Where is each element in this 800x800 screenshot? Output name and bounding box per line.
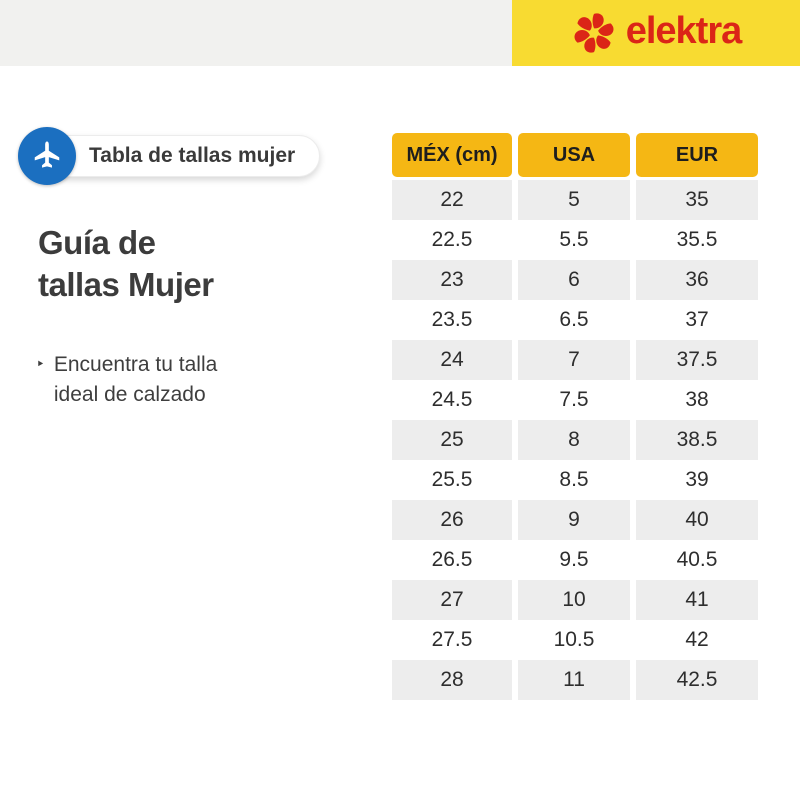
size-guide-badge: Tabla de tallas mujer: [18, 127, 321, 185]
table-cell: 25: [392, 420, 512, 460]
table-cell: 37.5: [636, 340, 758, 380]
header-cell: EUR: [636, 133, 758, 177]
table-cell: 23.5: [392, 300, 512, 340]
table-row: 26 9 40: [392, 500, 758, 540]
table-cell: 25.5: [392, 460, 512, 500]
size-table-body: 22 5 35 22.5 5.5 35.5 23 6 36 23.5 6.5 37 24 7 37.5 24.…: [392, 180, 758, 700]
table-cell: 9.5: [518, 540, 630, 580]
table-cell: 27.5: [392, 620, 512, 660]
table-cell: 6: [518, 260, 630, 300]
table-cell: 8.5: [518, 460, 630, 500]
note-item: ‣ Encuentra tu talla ideal de calzado: [36, 350, 217, 410]
airplane-icon: [34, 141, 60, 168]
table-cell: 6.5: [518, 300, 630, 340]
table-cell: 37: [636, 300, 758, 340]
bullet-arrow-icon: ‣: [36, 356, 45, 373]
table-cell: 7.5: [518, 380, 630, 420]
table-cell: 42.5: [636, 660, 758, 700]
table-row: 26.5 9.5 40.5: [392, 540, 758, 580]
table-cell: 5.5: [518, 220, 630, 260]
table-cell: 23: [392, 260, 512, 300]
size-table: MÉX (cm) USA EUR 22 5 35 22.5 5.5 35.5 23 6 36 23.5…: [392, 133, 758, 700]
table-cell: 7: [518, 340, 630, 380]
table-cell: 39: [636, 460, 758, 500]
table-cell: 40: [636, 500, 758, 540]
topbar: elektra: [0, 0, 800, 66]
size-table-header: MÉX (cm) USA EUR: [392, 133, 758, 177]
table-cell: 35.5: [636, 220, 758, 260]
table-cell: 24: [392, 340, 512, 380]
table-cell: 35: [636, 180, 758, 220]
note-text-line2: ideal de calzado: [53, 383, 206, 406]
table-row: 27 10 41: [392, 580, 758, 620]
topbar-gray-segment: [0, 0, 512, 66]
table-cell: 41: [636, 580, 758, 620]
elektra-swirl-icon: [574, 13, 614, 53]
table-cell: 22.5: [392, 220, 512, 260]
table-row: 24.5 7.5 38: [392, 380, 758, 420]
table-cell: 26.5: [392, 540, 512, 580]
table-cell: 26: [392, 500, 512, 540]
table-row: 24 7 37.5: [392, 340, 758, 380]
table-cell: 40.5: [636, 540, 758, 580]
table-row: 27.5 10.5 42: [392, 620, 758, 660]
table-row: 23.5 6.5 37: [392, 300, 758, 340]
table-cell: 10.5: [518, 620, 630, 660]
table-cell: 22: [392, 180, 512, 220]
table-cell: 36: [636, 260, 758, 300]
header-cell: USA: [518, 133, 630, 177]
table-cell: 8: [518, 420, 630, 460]
table-cell: 27: [392, 580, 512, 620]
header-cell: MÉX (cm): [392, 133, 512, 177]
table-row: 25 8 38.5: [392, 420, 758, 460]
table-row: 25.5 8.5 39: [392, 460, 758, 500]
table-cell: 28: [392, 660, 512, 700]
table-cell: 5: [518, 180, 630, 220]
badge-icon-circle: [18, 127, 76, 185]
elektra-logo-text: elektra: [625, 10, 743, 52]
page-title-line1: Guía de: [38, 224, 156, 261]
page-title: Guía de tallas Mujer: [38, 222, 214, 306]
page-title-line2: tallas Mujer: [38, 266, 214, 303]
table-cell: 9: [518, 500, 630, 540]
table-row: 22 5 35: [392, 180, 758, 220]
table-cell: 11: [518, 660, 630, 700]
elektra-logo: elektra: [571, 10, 742, 56]
note-text-line1: Encuentra tu talla: [53, 353, 218, 376]
note-text: Encuentra tu talla ideal de calzado: [54, 350, 217, 410]
badge-label: Tabla de tallas mujer: [89, 144, 296, 167]
table-cell: 10: [518, 580, 630, 620]
table-row: 28 11 42.5: [392, 660, 758, 700]
table-cell: 38.5: [636, 420, 758, 460]
table-cell: 38: [636, 380, 758, 420]
table-cell: 42: [636, 620, 758, 660]
table-row: 23 6 36: [392, 260, 758, 300]
table-cell: 24.5: [392, 380, 512, 420]
table-row: 22.5 5.5 35.5: [392, 220, 758, 260]
topbar-yellow-segment: elektra: [512, 0, 800, 66]
